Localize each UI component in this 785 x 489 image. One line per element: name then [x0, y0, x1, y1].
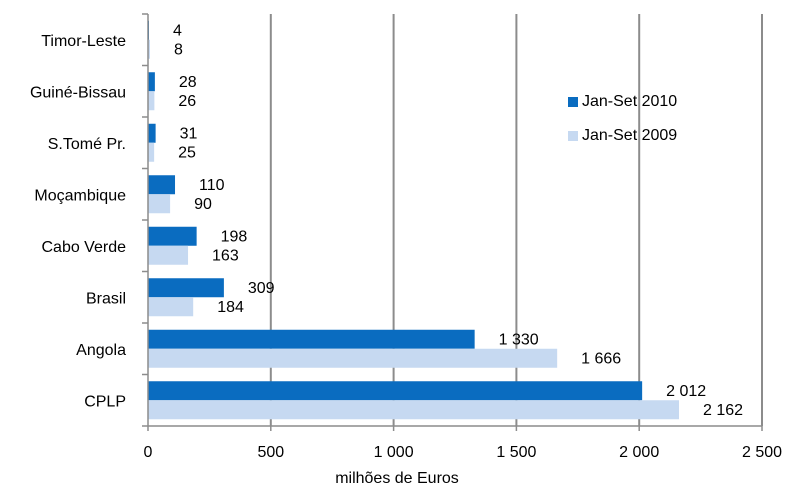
bar-0-3: [148, 175, 176, 195]
x-tick-label-4: 2 000: [619, 444, 659, 461]
bar-1-2: [148, 142, 155, 162]
data-label-1-0: 8: [174, 41, 183, 58]
category-label-0: Timor-Leste: [41, 33, 126, 50]
axes: [142, 13, 763, 431]
bar-0-4: [148, 226, 197, 246]
x-tick-label-0: 0: [144, 444, 153, 461]
data-label-1-4: 163: [212, 247, 239, 264]
data-label-0-6: 1 330: [499, 331, 539, 348]
data-label-0-2: 31: [180, 125, 198, 142]
data-label-1-7: 2 162: [703, 402, 743, 419]
labels: 4 8 Timor-Leste 28 26 Guiné-Bissau 31 25 S.Tomé …: [30, 22, 782, 487]
legend-swatch-2010: [568, 97, 578, 107]
category-label-1: Guiné-Bissau: [30, 84, 126, 101]
category-label-4: Cabo Verde: [41, 239, 126, 256]
category-label-2: S.Tomé Pr.: [48, 136, 126, 153]
bar-0-2: [148, 123, 156, 143]
x-tick-label-5: 2 500: [742, 444, 782, 461]
bar-0-7: [148, 381, 643, 401]
legend: Jan-Set 2010 Jan-Set 2009: [568, 90, 677, 158]
data-label-0-0: 4: [173, 22, 182, 39]
bar-1-7: [148, 400, 679, 420]
legend-label-2009: Jan-Set 2009: [582, 127, 678, 144]
category-label-6: Angola: [76, 342, 126, 359]
x-tick-label-2: 1 000: [374, 444, 414, 461]
bar-1-6: [148, 348, 558, 368]
legend-item-2009: Jan-Set 2009: [568, 124, 677, 148]
x-axis-title: milhões de Euros: [335, 470, 459, 487]
bar-0-5: [148, 278, 224, 298]
bars: [148, 20, 679, 420]
bar-0-1: [148, 72, 155, 92]
bar-0-6: [148, 329, 475, 349]
legend-label-2010: Jan-Set 2010: [582, 93, 678, 110]
data-label-1-2: 25: [178, 144, 196, 161]
bar-1-0: [148, 39, 150, 59]
data-label-0-5: 309: [248, 280, 275, 297]
data-label-1-6: 1 666: [581, 350, 621, 367]
data-label-0-7: 2 012: [666, 383, 706, 400]
category-label-5: Brasil: [86, 290, 126, 307]
bar-1-4: [148, 245, 189, 265]
data-label-0-4: 198: [221, 228, 248, 245]
bar-1-3: [148, 194, 171, 214]
bar-1-1: [148, 91, 155, 111]
data-label-0-1: 28: [179, 74, 197, 91]
data-label-0-3: 110: [199, 177, 225, 194]
x-tick-label-1: 500: [257, 444, 284, 461]
category-label-3: Moçambique: [34, 187, 126, 204]
bar-1-5: [148, 297, 194, 317]
data-label-1-5: 184: [217, 299, 244, 316]
legend-item-2010: Jan-Set 2010: [568, 90, 677, 114]
x-tick-label-3: 1 500: [496, 444, 536, 461]
data-label-1-3: 90: [194, 196, 212, 213]
legend-swatch-2009: [568, 131, 578, 141]
data-label-1-1: 26: [178, 93, 196, 110]
category-label-7: CPLP: [84, 393, 126, 410]
